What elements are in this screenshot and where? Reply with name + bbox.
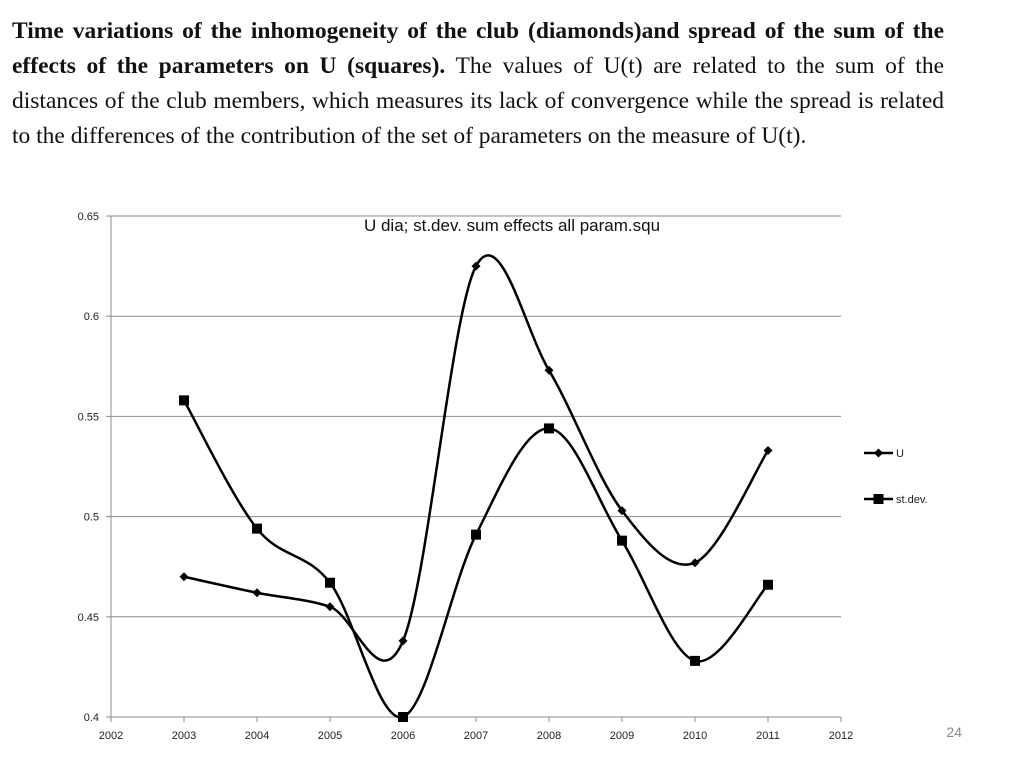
data-point-u [179,572,189,582]
y-tick-label: 0.55 [78,411,99,423]
chart-series-lines [182,254,770,719]
slide-caption: Time variations of the inhomogeneity of … [12,14,944,154]
data-point-stdev [252,523,262,534]
data-point-stdev [763,579,773,590]
data-point-stdev [471,529,481,540]
y-tick-label: 0.4 [84,712,99,724]
y-tick-label: 0.5 [84,512,99,524]
y-tick-label: 0.6 [84,311,99,323]
data-point-stdev [617,535,627,546]
x-tick-label: 2006 [391,730,415,742]
x-tick-label: 2009 [610,730,634,742]
x-tick-label: 2002 [99,730,123,742]
chart-ticks: 0.4 0.45 0.5 0.55 0.6 0.65 2002 2003 2004 2005 200… [78,211,854,742]
data-point-stdev [690,655,700,666]
data-point-u [617,506,627,516]
page-number: 24 [946,724,962,740]
x-tick-label: 2003 [172,730,196,742]
data-point-u [252,588,262,598]
data-point-u [325,602,335,612]
x-tick-label: 2010 [683,730,707,742]
legend-marker-u [874,448,883,458]
x-tick-label: 2011 [756,730,780,742]
legend-marker-stdev [873,494,884,504]
x-tick-label: 2008 [537,730,561,742]
caption-body-text: The values of U(t) are related to the su… [12,53,944,149]
chart-grid [111,215,841,718]
data-point-u [690,558,700,568]
caption-bold-text: Time variations of the inhomogeneity of … [12,18,944,79]
data-point-u [544,365,554,375]
chart-legend: Ust.dev. [864,448,928,506]
legend-label-stdev: st.dev. [896,494,928,506]
data-point-u [471,261,481,271]
data-point-stdev [398,712,408,722]
data-point-u [763,445,773,455]
data-point-stdev [179,395,189,406]
data-point-stdev [325,577,335,588]
chart-title: U dia; st.dev. sum effects all param.squ [364,216,660,235]
data-point-u [398,636,408,646]
legend-label-u: U [896,448,904,460]
x-tick-label: 2005 [318,730,342,742]
chart-markers [179,261,773,722]
y-tick-label: 0.65 [78,211,99,223]
data-point-stdev [544,423,554,434]
series-line-stdev [182,399,769,719]
y-tick-label: 0.45 [78,612,99,624]
x-tick-label: 2012 [829,730,853,742]
x-tick-label: 2007 [464,730,488,742]
chart-axes [110,216,841,718]
x-tick-label: 2004 [245,730,269,742]
